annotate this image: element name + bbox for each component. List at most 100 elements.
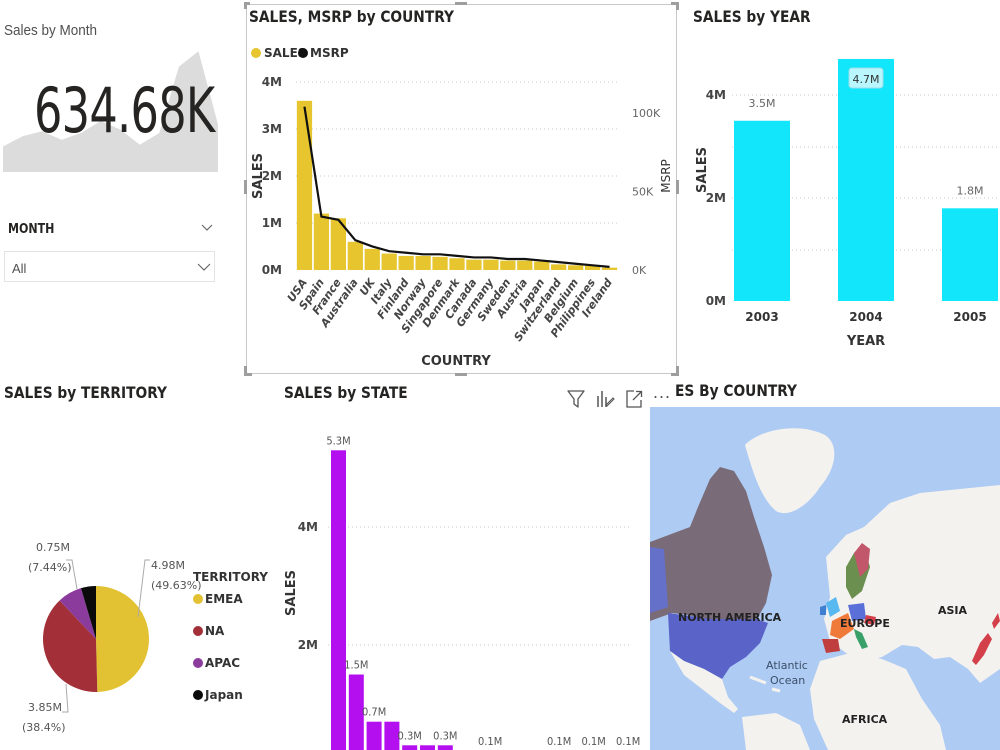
y-tick-label: 2M [298, 638, 318, 652]
data-label: 0.1M [478, 736, 502, 749]
y2-tick-label: 50K [632, 186, 654, 199]
sales-bar [483, 259, 499, 270]
data-label: 4.7M [853, 73, 880, 86]
country-map[interactable]: NORTH AMERICA EUROPE ASIA AFRICA Atlanti… [650, 407, 1000, 750]
sales-bar [466, 259, 482, 270]
pie-slice [96, 586, 150, 692]
sales-bar [534, 261, 550, 270]
focus-mode-icon[interactable] [624, 388, 644, 410]
spain-shape [822, 639, 840, 653]
resize-handle[interactable] [676, 366, 679, 375]
pie-slice [80, 586, 96, 639]
data-label: 3.85M [28, 701, 62, 714]
greenland-shape [745, 428, 835, 514]
resize-handle[interactable] [244, 180, 247, 194]
data-label: 0.3M [433, 730, 457, 743]
y2-tick-label: 0K [632, 264, 647, 277]
leader-line [66, 559, 78, 590]
data-label: 1.5M [344, 659, 368, 672]
south-america-shape [742, 713, 810, 750]
legend-title: TERRITORY [193, 570, 268, 584]
data-label: (49.63%) [151, 579, 202, 592]
y-tick-label: 0M [262, 263, 282, 277]
legend-label: APAC [205, 656, 240, 670]
map-title: ES By COUNTRY [675, 381, 798, 400]
canada-shape [650, 467, 772, 621]
resize-handle[interactable] [676, 180, 679, 194]
state-bar [348, 674, 364, 750]
legend-marker [193, 690, 203, 700]
map-canvas: NORTH AMERICA EUROPE ASIA AFRICA Atlanti… [650, 407, 1000, 750]
sweden-shape [854, 543, 870, 577]
data-label: 0.75M [36, 541, 70, 554]
resize-handle[interactable] [671, 373, 679, 376]
month-dropdown-value: All [12, 261, 27, 276]
eurasia-shape [824, 485, 1000, 683]
resize-handle[interactable] [455, 373, 467, 376]
kpi-sparkline [3, 51, 218, 172]
uk-shape [826, 597, 840, 617]
sales-bar [313, 213, 330, 270]
sales-bar [398, 255, 414, 270]
resize-handle[interactable] [244, 2, 250, 5]
y-tick-label: 4M [262, 75, 282, 89]
year-bar [838, 58, 894, 302]
sales-bar [347, 241, 363, 270]
data-label-highlight [848, 67, 884, 89]
state-bar [437, 745, 453, 750]
data-label: (38.4%) [22, 721, 66, 734]
y-tick-label: 3M [262, 122, 282, 136]
data-label: 0.1M [616, 736, 640, 749]
resize-handle[interactable] [244, 373, 252, 376]
legend-msrp-marker [298, 48, 308, 58]
resize-handle[interactable] [676, 2, 679, 10]
sales-bar [500, 260, 516, 270]
y-tick-label: 1M [262, 216, 282, 230]
x-tick-label: 2005 [953, 310, 986, 324]
resize-handle[interactable] [455, 2, 467, 5]
legend-sales-label: SALES [264, 46, 306, 60]
month-dropdown[interactable]: All [4, 251, 215, 282]
year-chart: 4M 2M 0M SALES YEAR 3.5M 2003 4.7M 2004 1.8M 2005 [695, 58, 1000, 349]
resize-handle[interactable] [244, 2, 247, 9]
legend-marker [193, 658, 203, 668]
y2-axis-title: MSRP [659, 159, 673, 193]
drill-mode-icon[interactable] [595, 388, 615, 410]
state-chart-title: SALES by STATE [284, 383, 408, 402]
filter-icon[interactable] [566, 388, 586, 410]
state-bar [331, 450, 346, 750]
map-label-africa: AFRICA [842, 713, 888, 726]
y-tick-label: 4M [298, 520, 318, 534]
x-axis-title: YEAR [846, 334, 885, 349]
year-bar [734, 120, 790, 301]
map-label-europe: EUROPE [840, 617, 890, 630]
y-tick-label: 2M [706, 191, 726, 205]
data-label: 0.1M [547, 736, 571, 749]
resize-handle[interactable] [244, 366, 247, 375]
y-axis-title: SALES [695, 147, 710, 193]
chevron-down-icon[interactable] [199, 218, 215, 236]
kpi-title: Sales by Month [4, 22, 98, 39]
more-options-button[interactable]: ... [653, 382, 672, 402]
austria-shape [864, 615, 876, 625]
data-label: 5.3M [326, 435, 350, 448]
legend-marker [193, 626, 203, 636]
map-label-ocean: Atlantic [766, 659, 808, 672]
leader-line [137, 559, 150, 618]
africa-shape [810, 653, 946, 750]
legend-marker [193, 594, 203, 604]
country-chart-title: SALES, MSRP by COUNTRY [249, 7, 455, 26]
resize-handle[interactable] [671, 2, 679, 5]
state-chart: 4M 2M SALES 5.3M 1.5M 0.7M 0.3M 0.3M 0.1M 0.1M 0.1… [284, 435, 640, 750]
y-tick-label: 0M [706, 294, 726, 308]
usa-shape [668, 613, 768, 679]
state-bar [366, 721, 382, 750]
sales-bar [364, 248, 380, 270]
legend-label: NA [205, 624, 225, 638]
data-label: 0.7M [362, 706, 386, 719]
x-axis-title: COUNTRY [421, 354, 491, 369]
sales-bar [381, 253, 397, 270]
sales-bar [432, 256, 448, 270]
slicer-title: MONTH [8, 222, 55, 237]
msrp-line [303, 106, 610, 268]
